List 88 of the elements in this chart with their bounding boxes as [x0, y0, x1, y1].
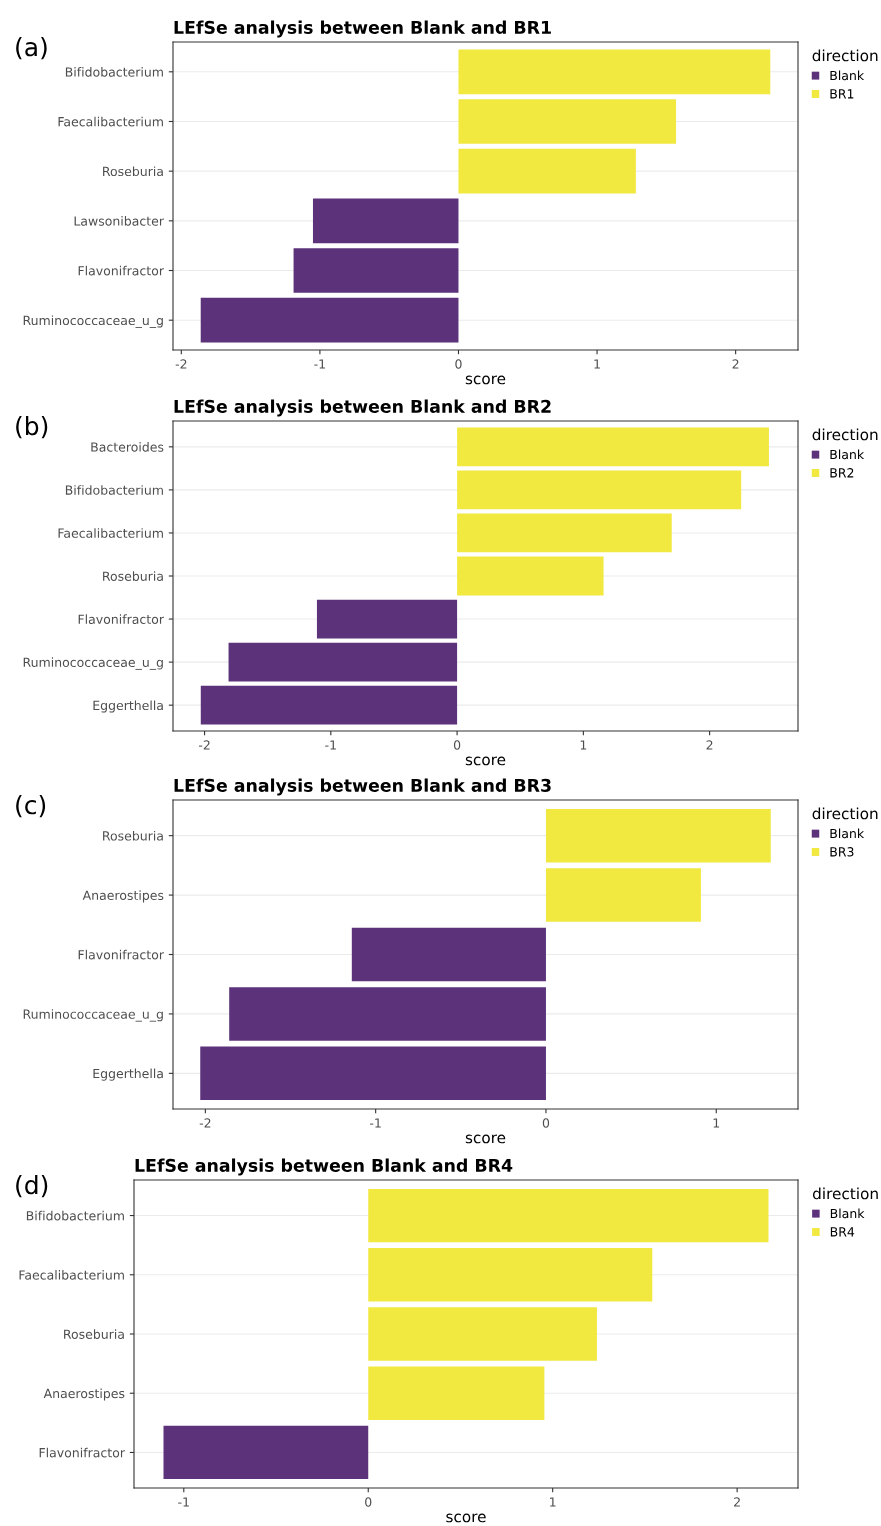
bar — [228, 642, 458, 682]
y-tick-label: Flavonifractor — [78, 949, 164, 960]
y-tick-label: Anaerostipes — [43, 1388, 125, 1401]
text: (c) — [16, 795, 46, 818]
bar — [200, 685, 458, 725]
x-axis-title: score — [465, 756, 506, 766]
bar — [293, 248, 459, 293]
x-axis-title: score — [446, 1513, 486, 1523]
legend-label: Blank — [830, 449, 865, 460]
legend-label: BR3 — [830, 847, 854, 857]
bar — [545, 868, 701, 922]
y-tick-label: Ruminococcaceae_u_g — [23, 315, 163, 328]
bar — [458, 49, 771, 95]
y-tick-label: Faecalibacterium — [58, 528, 163, 538]
x-tick-label: -2 — [175, 359, 187, 369]
y-tick-label: Flavonifractor — [39, 1447, 125, 1458]
y-tick-label: Anaerostipes — [82, 890, 164, 903]
bar — [229, 987, 546, 1041]
y-tick-label: Ruminococcaceae_u_g — [23, 657, 163, 670]
bar — [200, 1046, 546, 1101]
x-tick-label: 0 — [542, 1118, 550, 1128]
chart-title: LEfSe analysis between Blank and BR2 — [174, 399, 551, 417]
bar — [457, 427, 769, 467]
legend-label: BR1 — [830, 89, 854, 99]
chart-title: LEfSe analysis between Blank and BR1 — [174, 20, 551, 38]
y-tick-label: Roseburia — [64, 1329, 124, 1339]
legend-label: Blank — [830, 1208, 865, 1219]
text: (b) — [16, 416, 48, 439]
y-tick-label: Ruminococcaceae_u_g — [23, 1009, 163, 1022]
bar — [457, 470, 742, 510]
y-tick-label: Bifidobacterium — [26, 1210, 124, 1221]
legend-label: BR4 — [830, 1227, 855, 1237]
bar — [368, 1307, 597, 1361]
y-tick-label: Faecalibacterium — [19, 1270, 124, 1280]
x-tick-label: -1 — [325, 740, 336, 750]
chart-title: LEfSe analysis between Blank and BR3 — [174, 778, 551, 796]
x-tick-label: -2 — [198, 740, 210, 750]
y-tick-label: Roseburia — [103, 830, 163, 841]
x-tick-label: 0 — [453, 740, 461, 750]
x-tick-label: 0 — [365, 1497, 372, 1507]
x-tick-label: -1 — [314, 359, 325, 369]
x-tick-label: 2 — [732, 359, 739, 369]
x-tick-label: 1 — [550, 1497, 556, 1507]
legend-title: direction — [812, 807, 878, 820]
bar — [457, 556, 604, 596]
x-tick-label: 2 — [706, 740, 713, 750]
x-tick-label: -1 — [370, 1118, 381, 1128]
chart-title: LEfSe analysis between Blank and BR4 — [135, 1158, 513, 1176]
y-tick-label: Bacteroides — [91, 442, 164, 452]
bar — [351, 927, 546, 982]
x-tick-label: 0 — [455, 359, 462, 369]
bar — [545, 808, 771, 863]
x-tick-label: -1 — [178, 1497, 189, 1507]
bar — [368, 1366, 545, 1420]
x-axis-title: score — [465, 375, 506, 385]
x-tick-label: 1 — [594, 359, 600, 369]
y-tick-label: Flavonifractor — [78, 614, 164, 624]
legend-title: direction — [812, 49, 878, 62]
y-tick-label: Faecalibacterium — [58, 116, 163, 127]
bar — [457, 513, 672, 553]
bar — [368, 1248, 653, 1302]
legend-title: direction — [812, 428, 878, 441]
x-tick-label: 1 — [580, 740, 587, 750]
bar — [200, 297, 459, 343]
x-tick-label: 1 — [713, 1118, 720, 1128]
y-tick-label: Roseburia — [103, 571, 163, 581]
x-axis-title: score — [465, 1134, 506, 1144]
bar — [458, 99, 677, 144]
text: (d) — [16, 1175, 48, 1198]
y-tick-label: Lawsonibacter — [74, 216, 164, 226]
legend-title: direction — [812, 1187, 878, 1200]
bar — [312, 198, 459, 244]
y-tick-label: Bifidobacterium — [65, 67, 163, 77]
y-tick-label: Eggerthella — [93, 700, 163, 713]
text: (a) — [16, 37, 47, 60]
legend-label: Blank — [830, 70, 865, 81]
y-tick-label: Roseburia — [103, 166, 163, 177]
bar — [368, 1188, 769, 1243]
bar — [316, 599, 458, 639]
bar — [458, 148, 636, 194]
y-tick-label: Flavonifractor — [78, 265, 164, 276]
legend-label: Blank — [830, 828, 865, 839]
legend-label: BR2 — [830, 468, 854, 478]
bar — [163, 1425, 369, 1480]
y-tick-label: Bifidobacterium — [65, 485, 163, 495]
x-tick-label: -2 — [199, 1118, 211, 1128]
y-tick-label: Eggerthella — [93, 1068, 163, 1081]
x-tick-label: 2 — [734, 1497, 740, 1507]
